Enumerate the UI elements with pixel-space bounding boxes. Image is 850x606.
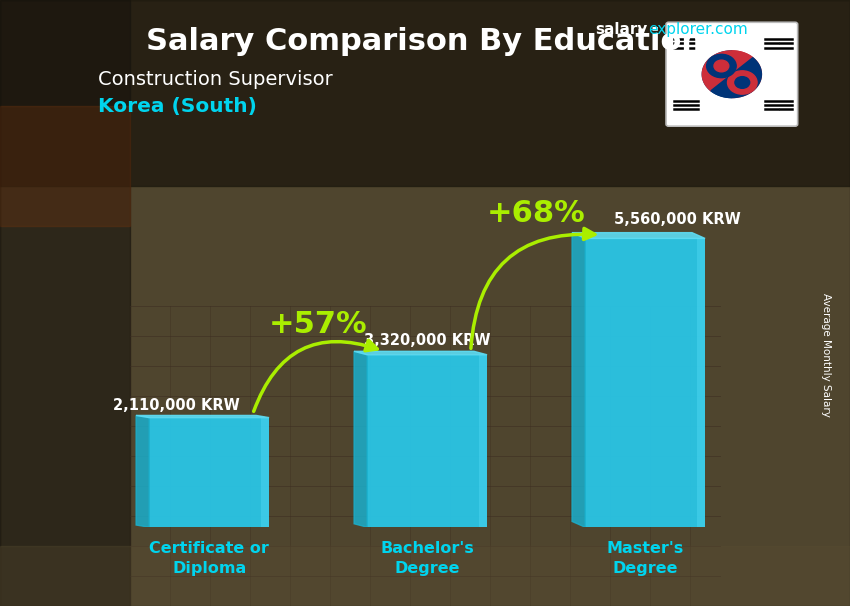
- Polygon shape: [136, 416, 269, 418]
- Polygon shape: [136, 416, 150, 527]
- Bar: [0, 106, 130, 226]
- Polygon shape: [702, 51, 732, 98]
- Bar: [585, 238, 705, 527]
- Polygon shape: [572, 233, 585, 527]
- Bar: [697, 238, 705, 527]
- Text: explorer.com: explorer.com: [648, 22, 747, 38]
- Bar: [150, 418, 269, 527]
- Circle shape: [706, 55, 736, 78]
- FancyBboxPatch shape: [666, 22, 797, 126]
- Polygon shape: [732, 51, 762, 98]
- Polygon shape: [354, 351, 487, 355]
- Polygon shape: [354, 351, 367, 527]
- Circle shape: [735, 76, 750, 88]
- Text: salary: salary: [595, 22, 648, 38]
- Circle shape: [728, 71, 757, 94]
- Polygon shape: [572, 233, 705, 238]
- Bar: [479, 355, 487, 527]
- Text: Construction Supervisor: Construction Supervisor: [98, 70, 332, 88]
- Bar: [261, 418, 269, 527]
- Bar: [0, 0, 130, 606]
- Text: Average Monthly Salary: Average Monthly Salary: [821, 293, 831, 416]
- Polygon shape: [711, 58, 762, 98]
- Text: 3,320,000 KRW: 3,320,000 KRW: [364, 333, 490, 348]
- Circle shape: [714, 60, 728, 72]
- Text: 5,560,000 KRW: 5,560,000 KRW: [615, 212, 741, 227]
- Bar: [0, 0, 850, 186]
- Text: 2,110,000 KRW: 2,110,000 KRW: [113, 398, 240, 413]
- Text: +68%: +68%: [487, 199, 586, 227]
- Bar: [367, 355, 487, 527]
- Text: Korea (South): Korea (South): [98, 97, 257, 116]
- Text: +57%: +57%: [269, 310, 367, 339]
- Bar: [0, 546, 850, 606]
- Text: Salary Comparison By Education: Salary Comparison By Education: [146, 27, 704, 56]
- Polygon shape: [702, 51, 753, 91]
